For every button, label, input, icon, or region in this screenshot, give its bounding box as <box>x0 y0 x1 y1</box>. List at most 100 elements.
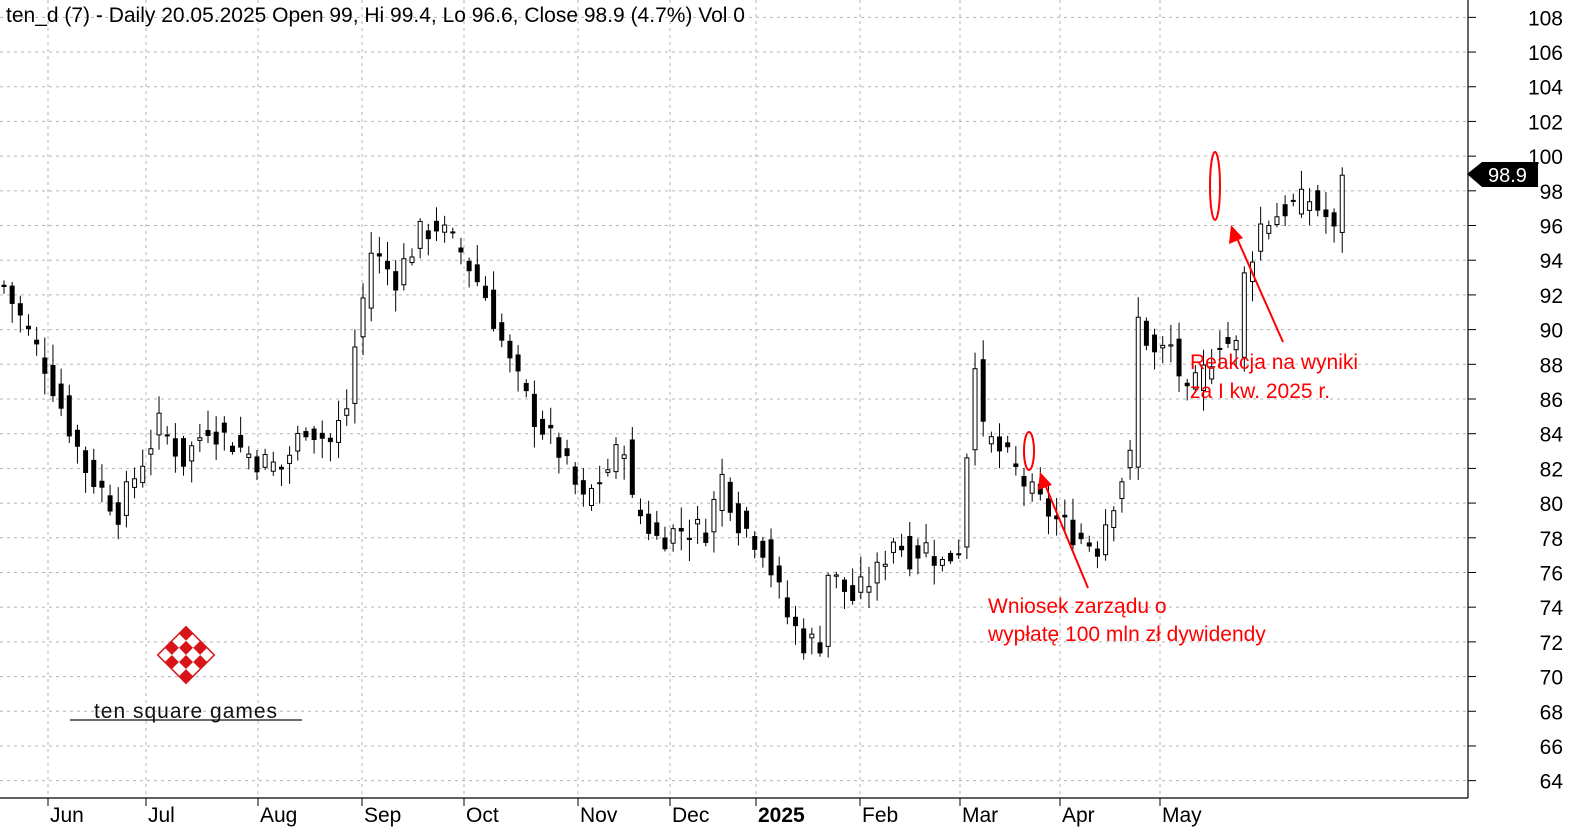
candle-body <box>1152 334 1158 353</box>
candle <box>833 571 839 589</box>
candle <box>17 295 23 333</box>
candle-body <box>148 448 154 455</box>
candle <box>295 425 301 461</box>
y-tick-label: 76 <box>1540 562 1563 585</box>
candle <box>450 227 456 239</box>
candle-body <box>132 478 138 488</box>
candle-body <box>197 437 203 441</box>
candle-body <box>107 495 113 512</box>
candle-body <box>1 284 7 288</box>
y-tick-label: 70 <box>1540 667 1563 690</box>
candle-body <box>499 322 505 341</box>
candle-body <box>548 424 554 429</box>
candle <box>132 467 138 499</box>
candle <box>637 498 643 525</box>
candle <box>287 446 293 484</box>
candle <box>1290 193 1296 207</box>
y-tick-label: 94 <box>1540 250 1564 273</box>
candle-body <box>344 408 350 416</box>
candle <box>270 451 276 476</box>
candle-body <box>744 510 750 529</box>
candle-body <box>229 445 235 453</box>
candle <box>939 556 945 572</box>
candle <box>548 407 554 444</box>
candle <box>336 400 342 458</box>
x-tick-label: Dec <box>672 804 709 827</box>
candle-body <box>303 431 309 438</box>
candle-body <box>711 498 717 533</box>
candle-body <box>1225 337 1231 344</box>
candle <box>1339 167 1345 253</box>
candle <box>948 550 954 564</box>
candle <box>776 556 782 599</box>
candle <box>1274 202 1280 228</box>
candle <box>744 506 750 538</box>
grid <box>0 0 1468 798</box>
candle-body <box>181 438 187 467</box>
candle-body <box>1070 519 1076 546</box>
candle <box>197 423 203 452</box>
candle <box>1094 541 1100 569</box>
candle <box>540 410 546 440</box>
y-tick-label: 108 <box>1528 7 1563 30</box>
annotation-dividend: Wniosek zarządu o wypłatę 100 mln zł dyw… <box>987 431 1266 646</box>
last-price-tag: 98.9 <box>1467 162 1538 187</box>
candle <box>189 441 195 483</box>
candle-body <box>115 502 121 525</box>
candle-body <box>336 420 342 443</box>
candle <box>899 533 905 557</box>
candle <box>1184 378 1190 401</box>
candle <box>1 280 7 294</box>
candle-body <box>34 339 40 345</box>
candle-body <box>841 579 847 592</box>
candle <box>580 468 586 507</box>
candle-body <box>784 597 790 618</box>
candle <box>670 524 676 552</box>
candle-body <box>442 224 448 233</box>
candle-body <box>99 480 105 488</box>
candle-body <box>1086 542 1092 547</box>
y-tick-label: 80 <box>1540 493 1563 516</box>
annotation-results-highlight <box>1209 151 1221 221</box>
arrowhead-icon <box>1229 225 1243 244</box>
candle <box>1192 365 1198 393</box>
candle-body <box>393 271 399 291</box>
candle-body <box>50 364 56 397</box>
candle-body <box>1045 498 1051 517</box>
candle <box>1323 192 1329 234</box>
candle-body <box>678 527 684 532</box>
y-tick-label: 72 <box>1540 632 1563 655</box>
candle-body <box>621 454 627 459</box>
candle <box>442 215 448 243</box>
candle-body <box>719 473 725 512</box>
candle <box>768 528 774 588</box>
candle <box>923 524 929 558</box>
candle <box>352 329 358 424</box>
candle-body <box>1013 463 1019 467</box>
candle-body <box>1258 223 1264 252</box>
candle <box>695 505 701 544</box>
candle <box>1315 184 1321 217</box>
candle-body <box>915 545 921 559</box>
candle-body <box>931 556 937 566</box>
candle-body <box>613 444 619 473</box>
candle <box>752 531 758 559</box>
candle-body <box>1176 338 1182 377</box>
candle-body <box>1184 382 1190 387</box>
candle <box>213 416 219 460</box>
candle <box>801 618 807 660</box>
candle <box>74 424 80 464</box>
candle-body <box>825 574 831 647</box>
candle-body <box>172 438 178 457</box>
y-tick-label: 66 <box>1540 736 1563 759</box>
candle-body <box>988 436 994 445</box>
candle <box>278 464 284 487</box>
y-tick-label: 104 <box>1528 77 1563 100</box>
candle <box>409 248 415 266</box>
candle <box>507 334 513 373</box>
logo-text: ten square games <box>94 700 278 723</box>
candle <box>572 462 578 495</box>
candle <box>809 627 815 655</box>
candle-body <box>1217 347 1223 350</box>
